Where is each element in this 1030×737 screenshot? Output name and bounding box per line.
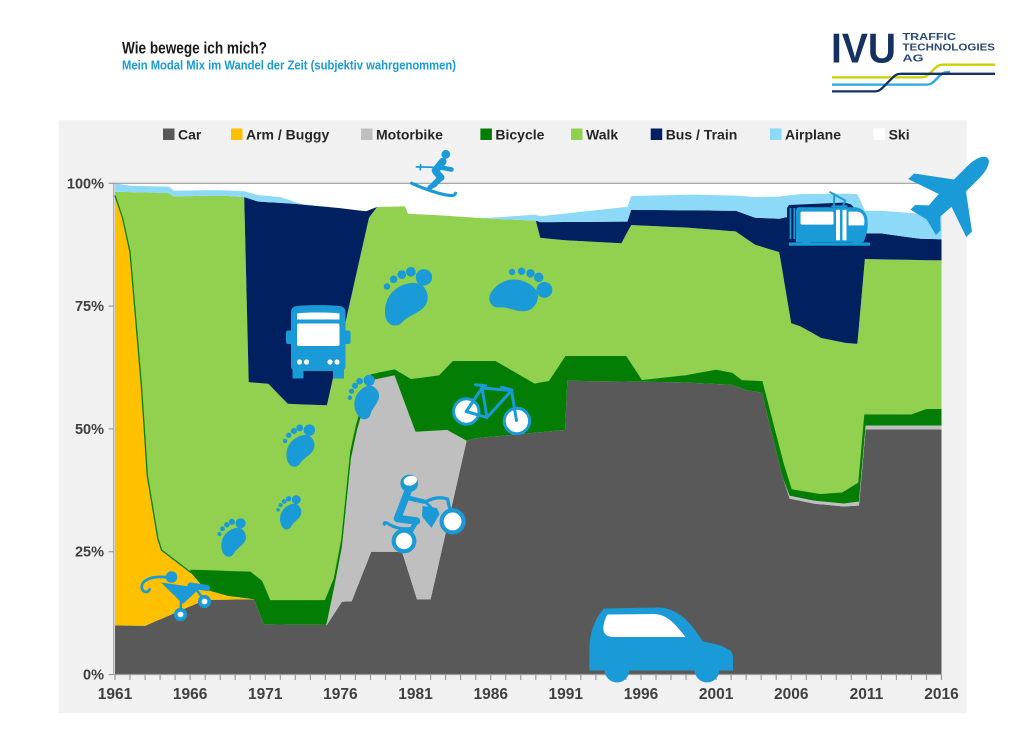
svg-text:1996: 1996 [624, 686, 659, 703]
svg-text:2001: 2001 [699, 686, 734, 703]
svg-text:1976: 1976 [323, 686, 358, 703]
svg-text:1981: 1981 [398, 686, 433, 703]
svg-text:Car: Car [178, 127, 202, 143]
svg-text:75%: 75% [75, 299, 104, 315]
svg-text:Motorbike: Motorbike [376, 127, 443, 143]
svg-text:50%: 50% [75, 422, 104, 438]
svg-text:Wie bewege ich mich?: Wie bewege ich mich? [122, 40, 267, 58]
svg-text:AG: AG [903, 52, 924, 64]
svg-text:Walk: Walk [586, 127, 618, 143]
svg-text:Ski: Ski [889, 127, 910, 143]
svg-text:1986: 1986 [473, 686, 508, 703]
svg-text:25%: 25% [75, 545, 104, 561]
svg-text:IVU: IVU [831, 25, 896, 72]
svg-text:1991: 1991 [549, 686, 584, 703]
svg-text:Mein Modal Mix im Wandel der Z: Mein Modal Mix im Wandel der Zeit (subje… [122, 58, 456, 73]
svg-text:Bus / Train: Bus / Train [666, 127, 738, 143]
svg-text:1966: 1966 [173, 686, 208, 703]
svg-text:1971: 1971 [248, 686, 283, 703]
svg-text:Bicycle: Bicycle [495, 127, 544, 143]
svg-text:2011: 2011 [850, 686, 884, 703]
svg-text:Airplane: Airplane [785, 127, 841, 143]
svg-text:2006: 2006 [774, 686, 809, 703]
svg-text:100%: 100% [67, 176, 104, 192]
svg-text:TECHNOLOGIES: TECHNOLOGIES [903, 42, 996, 54]
svg-text:Arm / Buggy: Arm / Buggy [246, 127, 329, 143]
svg-text:TRAFFIC: TRAFFIC [903, 31, 957, 43]
svg-text:2016: 2016 [924, 686, 959, 703]
svg-text:1961: 1961 [98, 686, 133, 703]
svg-text:0%: 0% [83, 668, 104, 684]
